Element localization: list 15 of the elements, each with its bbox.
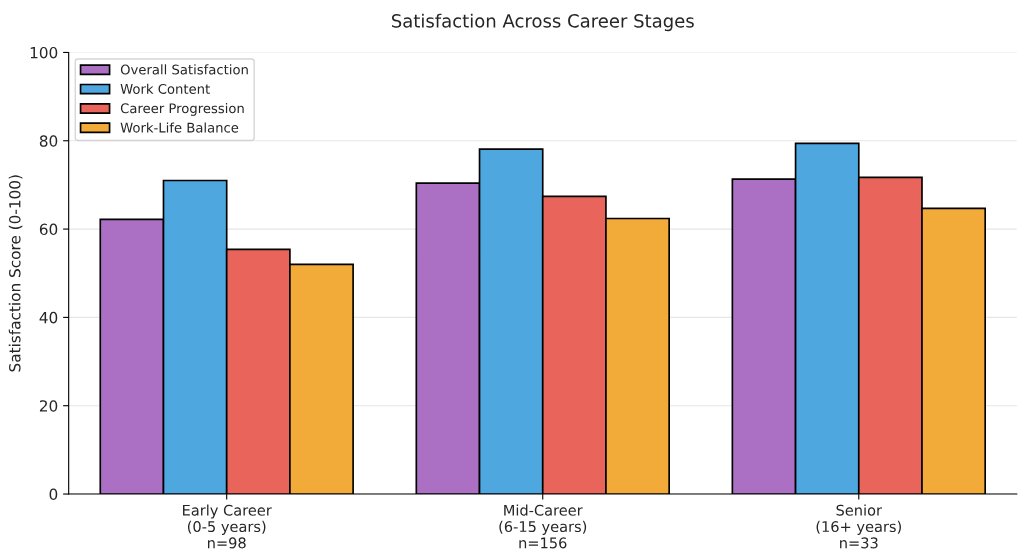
x-tick-label: Senior (16+ years) n=33 [816,504,901,549]
legend-label: Overall Satisfaction [120,64,248,75]
y-tick-label: 0 [49,488,58,501]
x-tick-label: Early Career (0-5 years) n=98 [183,504,272,549]
y-tick-label: 20 [39,400,58,412]
x-tick-label: Mid-Career (6-15 years) n=156 [499,504,587,549]
y-axis-title: Satisfaction Score (0-100) [8,175,23,372]
legend-label: Work-Life Balance [120,122,239,133]
chart-title: Satisfaction Across Career Stages [391,13,694,32]
y-tick-label: 40 [39,311,58,324]
legend-label: Work Content [120,83,210,94]
y-tick-label: 100 [30,46,58,59]
legend-label: Career Progression [120,103,244,116]
y-tick-label: 60 [39,223,58,236]
y-tick-label: 80 [39,135,58,147]
